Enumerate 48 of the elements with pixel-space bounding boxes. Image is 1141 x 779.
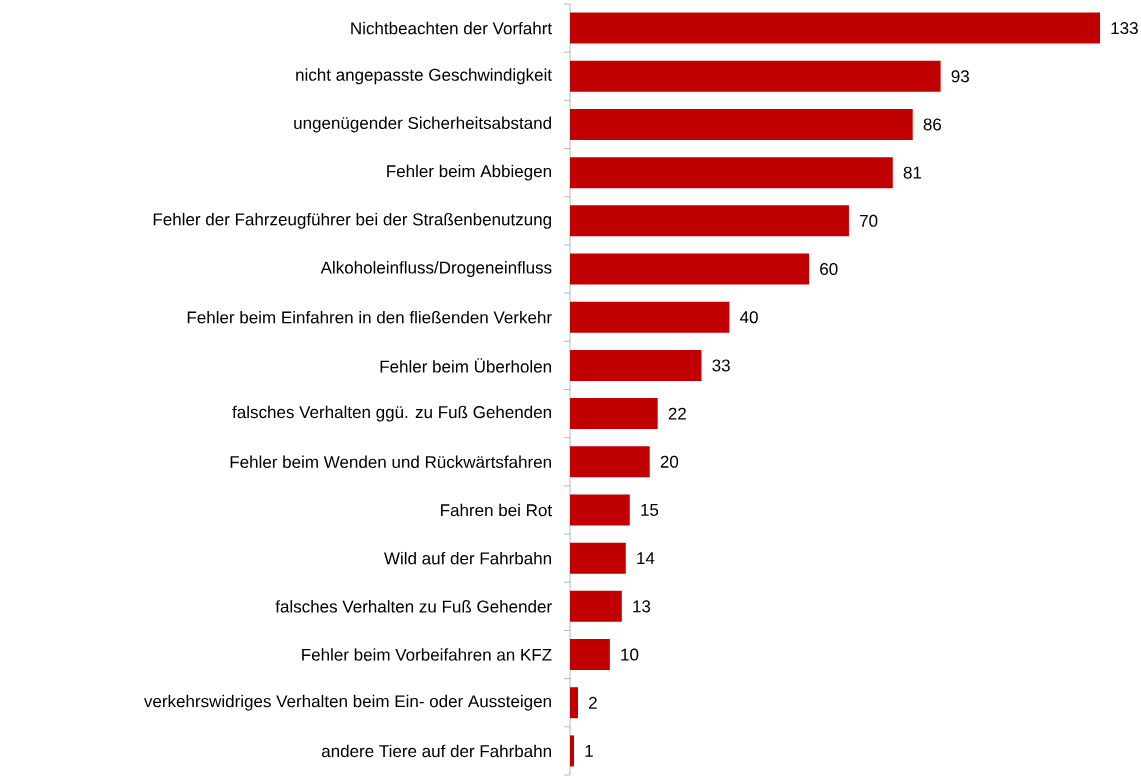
bar	[570, 253, 810, 285]
y-tick-label: falsches Verhalten zu Fuß Gehender	[275, 600, 552, 613]
bar	[570, 446, 650, 478]
y-tick-label: Fehler beim Abbiegen	[387, 164, 551, 181]
data-label: 70	[860, 214, 878, 227]
bar	[570, 301, 730, 333]
bar	[570, 108, 913, 140]
y-tick-label: falsches Verhalten ggü. zu Fuß Gehenden	[232, 405, 551, 422]
y-tick-label: Wild auf der Fahrbahn	[384, 551, 551, 565]
y-tick-label: Nichtbeachten der Vorfahrt	[351, 21, 552, 35]
y-tick-label: Fehler beim Wenden und Rückwärtsfahren	[230, 455, 551, 469]
bar	[570, 687, 578, 719]
data-label: 2	[589, 696, 597, 709]
data-label: 133	[1111, 22, 1138, 35]
bar	[570, 590, 622, 622]
bar	[570, 494, 630, 526]
y-tick-label: Fahren bei Rot	[441, 503, 552, 517]
data-label: 20	[660, 455, 679, 468]
data-label: 14	[637, 552, 655, 565]
data-label: 93	[951, 70, 969, 83]
bar	[570, 398, 658, 430]
bar	[570, 205, 849, 237]
y-tick-label: ungenügender Sicherheitsabstand	[294, 116, 551, 133]
data-label: 60	[820, 263, 838, 276]
y-tick-label: verkehrswidriges Verhalten beim Ein- oder Aussteigen	[143, 694, 551, 711]
data-label: 81	[903, 166, 922, 179]
data-label: 15	[641, 504, 659, 516]
y-tick-label: Fehler der Fahrzeugführer bei der Straßenbenutzung	[153, 212, 551, 229]
bar	[570, 60, 941, 92]
bar	[570, 349, 702, 381]
y-tick-label: Alkoholeinfluss/Drogeneinfluss	[320, 261, 552, 277]
bar	[570, 639, 610, 671]
bar	[570, 542, 626, 574]
bar	[570, 157, 893, 189]
data-label: 33	[712, 359, 730, 372]
data-label: 40	[739, 311, 758, 324]
y-tick-label: nicht angepasste Geschwindigkeit	[296, 68, 552, 85]
data-label: 13	[633, 600, 651, 613]
bar	[570, 12, 1101, 44]
data-label: 1	[585, 745, 593, 757]
y-tick-label: andere Tiere auf der Fahrbahn	[321, 744, 551, 758]
data-label: 10	[621, 648, 639, 661]
data-label: 22	[668, 407, 686, 420]
bar	[570, 735, 574, 767]
y-tick-label: Fehler beim Einfahren in den fließenden Verkehr	[187, 310, 552, 324]
data-label: 86	[923, 118, 942, 131]
y-tick-label: Fehler beim Überholen	[380, 358, 551, 373]
y-tick-label: Fehler beim Vorbeifahren an KFZ	[302, 648, 552, 661]
